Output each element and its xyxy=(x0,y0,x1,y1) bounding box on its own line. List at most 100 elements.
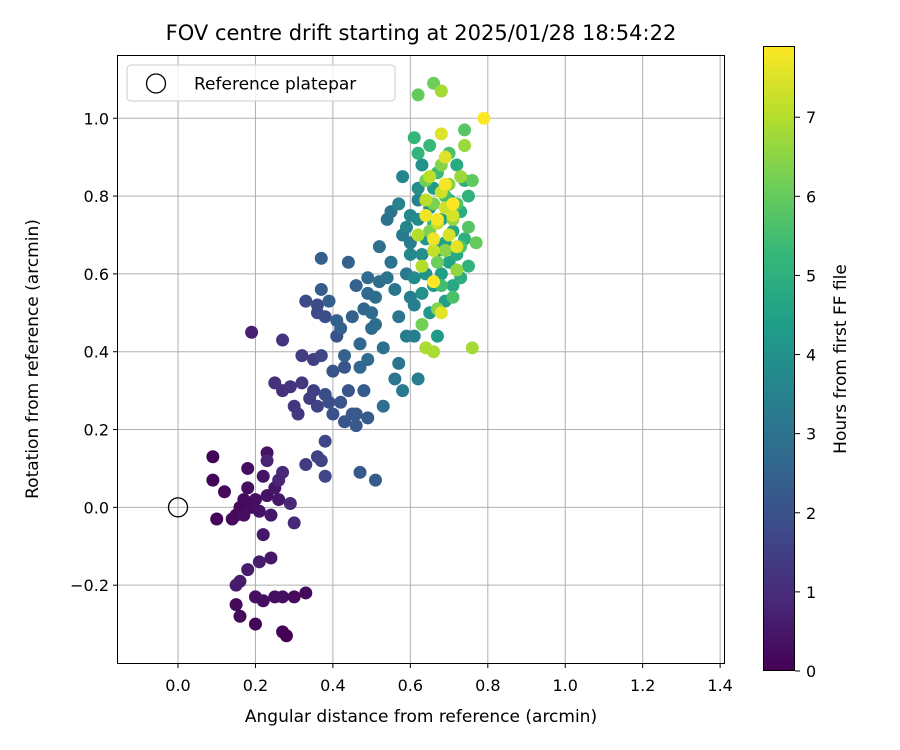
x-tick-label: 1.0 xyxy=(553,676,578,695)
data-point xyxy=(322,395,336,409)
data-point xyxy=(252,504,266,518)
data-point xyxy=(241,481,255,495)
data-point xyxy=(264,551,278,565)
data-point xyxy=(349,279,363,293)
data-point xyxy=(245,325,259,339)
data-point xyxy=(299,294,313,308)
data-point xyxy=(458,123,472,137)
data-point xyxy=(314,251,328,265)
data-point xyxy=(427,275,441,289)
x-axis-ticks: 0.0 0.2 0.4 0.6 0.8 1.0 1.2 1.4 xyxy=(165,663,733,695)
data-point xyxy=(369,473,383,487)
data-point xyxy=(287,590,301,604)
data-point xyxy=(392,356,406,370)
colorbar-tick-label: 4 xyxy=(806,346,816,365)
data-point xyxy=(442,228,456,242)
data-point xyxy=(477,111,491,125)
data-point xyxy=(427,232,441,246)
data-point xyxy=(376,399,390,413)
data-point xyxy=(272,473,286,487)
x-tick-label: 0.6 xyxy=(398,676,423,695)
data-point xyxy=(446,209,460,223)
data-point xyxy=(264,508,278,522)
data-point xyxy=(334,321,348,335)
data-point xyxy=(310,399,324,413)
x-tick-label: 0.4 xyxy=(320,676,345,695)
plot-frame xyxy=(117,55,725,664)
data-point xyxy=(372,240,386,254)
colorbar-tick-label: 3 xyxy=(806,425,816,444)
data-point xyxy=(430,212,444,226)
data-point xyxy=(206,473,220,487)
data-point xyxy=(341,384,355,398)
colorbar xyxy=(763,46,795,671)
data-point xyxy=(299,458,313,472)
data-point xyxy=(314,349,328,363)
data-point xyxy=(353,337,367,351)
data-point xyxy=(233,574,247,588)
data-point xyxy=(283,380,297,394)
data-point xyxy=(430,329,444,343)
data-point xyxy=(248,493,262,507)
colorbar-label: Hours from first FF file xyxy=(831,264,851,454)
colorbar-tick-label: 6 xyxy=(806,187,816,206)
data-point xyxy=(407,298,421,312)
data-point xyxy=(206,450,220,464)
data-point xyxy=(295,349,309,363)
data-point xyxy=(241,563,255,577)
data-point xyxy=(450,158,464,172)
data-point xyxy=(407,329,421,343)
data-point xyxy=(210,512,224,526)
y-tick-label: 0.6 xyxy=(84,265,109,284)
data-point xyxy=(423,170,437,184)
data-point xyxy=(318,469,332,483)
data-point xyxy=(361,353,375,366)
data-point xyxy=(314,282,328,296)
x-tick-label: 1.2 xyxy=(630,676,655,695)
data-point xyxy=(326,364,340,378)
data-point xyxy=(252,555,266,569)
data-point xyxy=(353,465,367,479)
data-point xyxy=(307,384,321,398)
data-point xyxy=(272,493,286,507)
data-point xyxy=(434,84,448,98)
data-point xyxy=(411,146,425,160)
data-point xyxy=(322,294,336,308)
data-points xyxy=(206,76,491,643)
data-point xyxy=(233,609,247,623)
data-point xyxy=(256,594,270,608)
data-point xyxy=(415,158,429,172)
data-point xyxy=(256,469,270,483)
colorbar-frame xyxy=(763,46,795,671)
data-point xyxy=(369,290,383,304)
data-point xyxy=(461,259,475,273)
legend-circle-icon xyxy=(145,73,167,94)
data-point xyxy=(423,138,437,152)
data-point xyxy=(334,395,348,409)
data-point xyxy=(450,240,464,254)
data-point xyxy=(376,341,390,355)
data-point xyxy=(415,286,429,300)
colorbar-tick-label: 0 xyxy=(806,662,816,681)
data-point xyxy=(384,255,398,269)
legend: Reference platepar xyxy=(126,64,396,102)
data-point xyxy=(415,317,429,331)
reference-platepar-point xyxy=(167,497,189,518)
data-point xyxy=(430,255,444,269)
data-point xyxy=(369,317,383,331)
data-point xyxy=(411,88,425,102)
data-point xyxy=(276,333,290,347)
y-tick-label: 0.2 xyxy=(84,421,109,440)
colorbar-tick-label: 5 xyxy=(806,266,816,285)
colorbar-tick-label: 7 xyxy=(806,108,816,127)
legend-label: Reference platepar xyxy=(194,75,356,95)
data-point xyxy=(438,244,452,258)
data-point xyxy=(438,177,452,191)
data-point xyxy=(260,454,274,468)
data-point xyxy=(345,310,359,324)
data-point xyxy=(256,528,270,542)
data-point xyxy=(318,310,332,324)
x-tick-label: 0.2 xyxy=(243,676,268,695)
data-point xyxy=(287,516,301,530)
data-point xyxy=(229,598,243,612)
